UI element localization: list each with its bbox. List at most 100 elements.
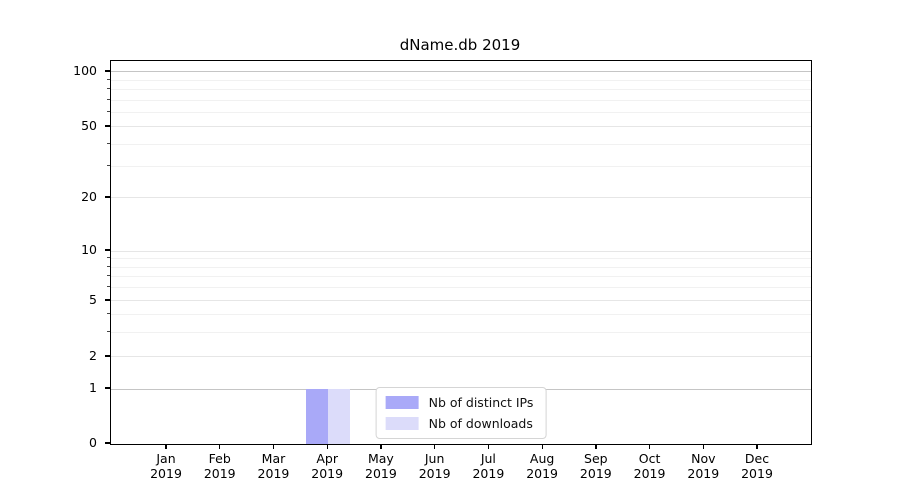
- x-tick-mark-sep: [595, 444, 597, 450]
- y-tick-label-20: 20: [81, 188, 97, 204]
- x-tick-label-jan: Jan 2019: [134, 451, 198, 481]
- x-tick-mark-nov: [702, 444, 704, 450]
- y-tick-label-2: 2: [89, 347, 97, 363]
- x-label-month: May: [367, 451, 394, 466]
- x-tick-label-aug: Aug 2019: [510, 451, 574, 481]
- x-label-year: 2019: [526, 466, 559, 481]
- bar-nb-of-downloads-apr: [328, 389, 351, 444]
- x-label-month: Apr: [316, 451, 338, 466]
- x-tick-mark-oct: [648, 444, 651, 450]
- x-label-year: 2019: [418, 466, 451, 481]
- x-label-year: 2019: [203, 466, 236, 481]
- x-tick-label-jul: Jul 2019: [456, 451, 520, 481]
- y-tick-mark-0: [105, 442, 110, 444]
- gridline-y-minor-9: [111, 258, 811, 260]
- y-minor-tick-80: [107, 88, 110, 90]
- gridline-y-minor-7: [111, 276, 811, 278]
- legend-item: Nb of distinct IPs: [385, 395, 534, 410]
- y-minor-tick-60: [107, 111, 110, 113]
- gridline-y-minor-6: [111, 287, 811, 289]
- y-tick-mark-100: [105, 70, 110, 72]
- gridline-y-minor-40: [111, 143, 811, 145]
- x-label-month: Aug: [529, 451, 555, 466]
- legend-label: Nb of downloads: [428, 416, 533, 431]
- x-tick-mark-mar: [272, 444, 275, 450]
- gridline-y-20: [111, 197, 811, 199]
- y-minor-tick-6: [107, 286, 110, 288]
- x-tick-mark-jun: [434, 444, 436, 450]
- legend-item: Nb of downloads: [385, 416, 534, 431]
- y-minor-tick-3: [107, 330, 110, 332]
- x-tick-mark-jul: [487, 444, 490, 450]
- gridline-y-minor-30: [111, 166, 811, 168]
- legend: Nb of distinct IPs Nb of downloads: [375, 387, 547, 439]
- plot-area: Nb of distinct IPs Nb of downloads: [110, 60, 812, 445]
- legend-label: Nb of distinct IPs: [428, 395, 534, 410]
- y-minor-tick-8: [107, 265, 110, 267]
- x-label-year: 2019: [365, 466, 397, 481]
- y-tick-label-100: 100: [73, 62, 97, 78]
- y-tick-label-0: 0: [89, 435, 97, 450]
- y-minor-tick-70: [107, 98, 110, 100]
- x-tick-mark-dec: [756, 444, 758, 450]
- x-tick-label-feb: Feb 2019: [188, 451, 252, 481]
- x-tick-mark-apr: [326, 444, 328, 450]
- gridline-y-2: [111, 356, 811, 358]
- x-tick-label-oct: Oct 2019: [618, 451, 682, 481]
- y-minor-tick-9: [107, 257, 110, 259]
- x-tick-label-nov: Nov 2019: [671, 451, 735, 481]
- y-tick-mark-20: [105, 196, 110, 198]
- gridline-y-minor-4: [111, 314, 811, 316]
- chart-title: dName.db 2019: [399, 36, 521, 54]
- y-minor-tick-4: [107, 313, 110, 315]
- y-minor-tick-30: [107, 165, 110, 167]
- gridline-y-50: [111, 126, 811, 128]
- x-label-month: Feb: [208, 451, 231, 466]
- y-minor-tick-90: [107, 78, 110, 80]
- gridline-y-100: [111, 71, 811, 73]
- x-label-year: 2019: [687, 466, 720, 481]
- x-label-year: 2019: [579, 466, 612, 481]
- y-tick-label-50: 50: [81, 117, 97, 133]
- y-tick-label-1: 1: [89, 380, 97, 395]
- x-label-year: 2019: [257, 466, 290, 481]
- x-tick-mark-feb: [219, 444, 221, 450]
- x-tick-mark-may: [380, 444, 382, 450]
- x-label-month: Dec: [744, 451, 770, 466]
- x-label-month: Sep: [584, 451, 608, 466]
- bar-nb-of-distinct-ips-apr: [306, 389, 329, 444]
- y-tick-label-5: 5: [89, 291, 97, 307]
- y-tick-mark-2: [105, 355, 110, 357]
- y-tick-label-10: 10: [81, 242, 97, 257]
- gridline-y-10: [111, 250, 811, 252]
- y-tick-mark-10: [105, 249, 110, 251]
- x-tick-label-jun: Jun 2019: [403, 451, 467, 481]
- gridline-y-minor-80: [111, 89, 811, 91]
- gridline-y-5: [111, 300, 811, 302]
- x-label-year: 2019: [311, 466, 344, 481]
- gridline-y-minor-8: [111, 266, 811, 268]
- gridline-y-minor-60: [111, 112, 811, 114]
- x-label-month: Jul: [480, 451, 496, 466]
- x-tick-label-mar: Mar 2019: [241, 451, 305, 481]
- gridline-y-minor-3: [111, 331, 811, 333]
- legend-swatch-icon: [385, 396, 419, 409]
- x-label-year: 2019: [741, 466, 773, 481]
- legend-swatch-icon: [385, 417, 419, 430]
- x-tick-label-may: May 2019: [349, 451, 413, 481]
- y-tick-mark-1: [105, 387, 110, 389]
- x-tick-mark-aug: [541, 444, 543, 450]
- gridline-y-minor-90: [111, 79, 811, 81]
- y-tick-mark-50: [105, 125, 110, 127]
- x-label-month: Nov: [691, 451, 716, 466]
- x-tick-mark-jan: [165, 444, 167, 450]
- x-label-year: 2019: [633, 466, 666, 481]
- y-tick-mark-5: [105, 299, 110, 301]
- x-tick-label-apr: Apr 2019: [295, 451, 359, 481]
- x-label-year: 2019: [472, 466, 505, 481]
- x-label-month: Jun: [424, 451, 445, 466]
- x-tick-label-sep: Sep 2019: [564, 451, 628, 481]
- x-label-year: 2019: [150, 466, 182, 481]
- x-label-month: Jan: [156, 451, 176, 466]
